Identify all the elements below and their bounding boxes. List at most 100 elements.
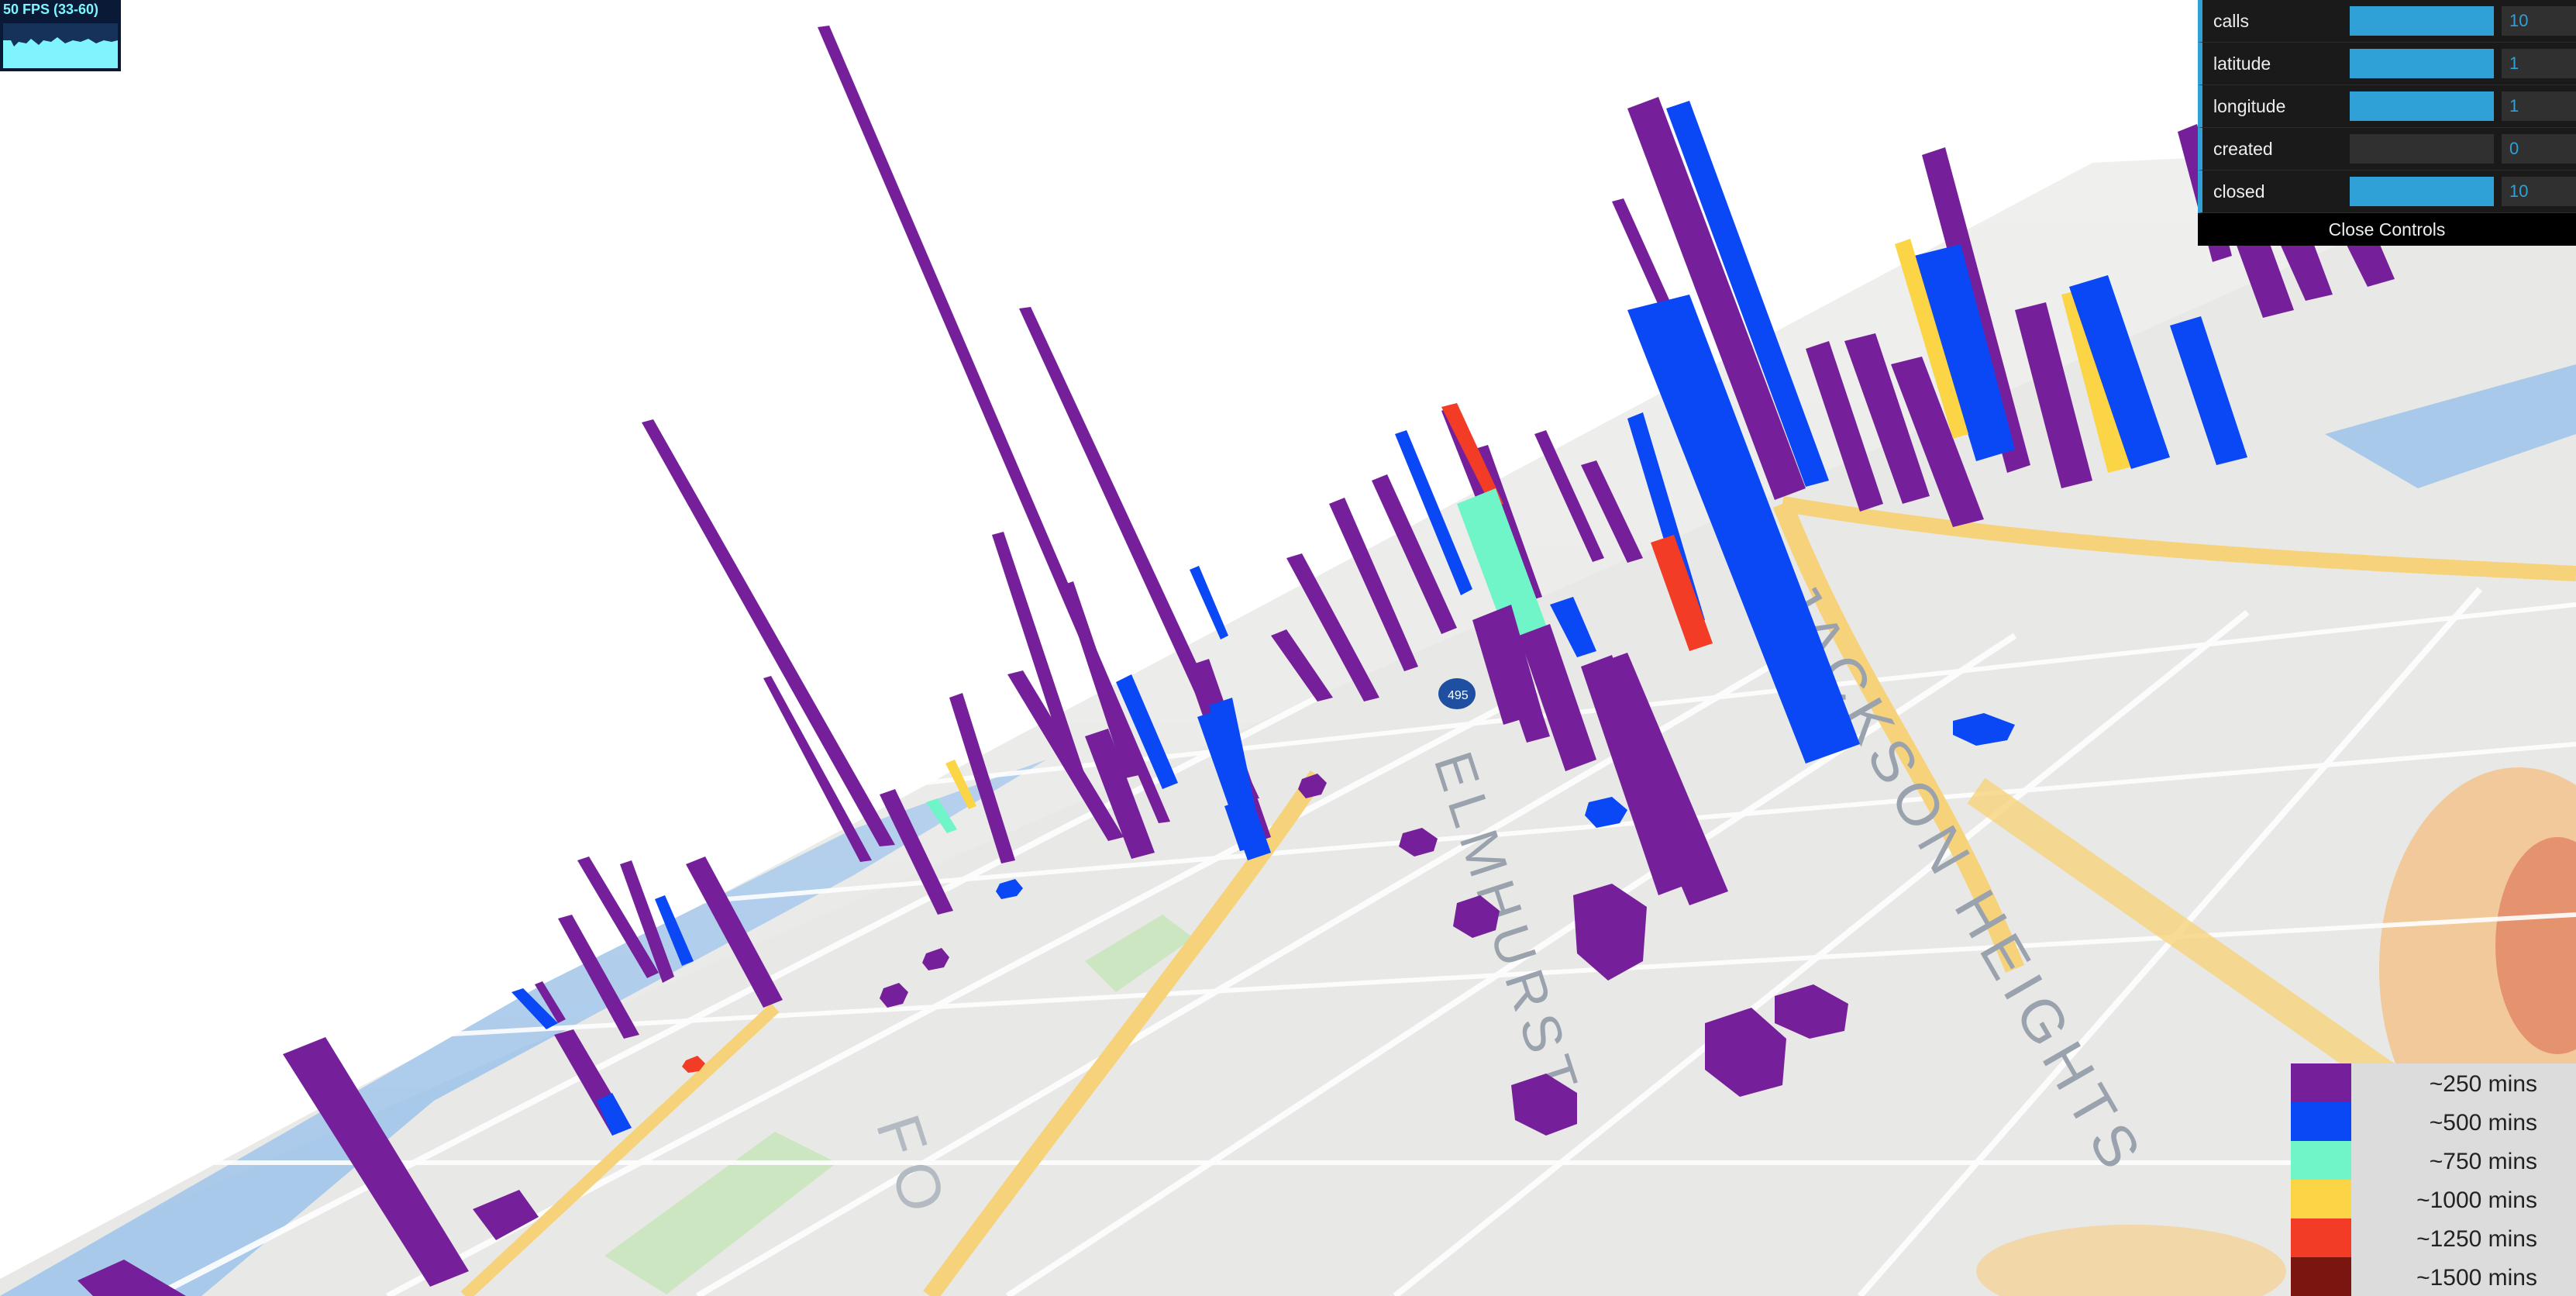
column-bar [1271,629,1333,701]
column-cap [1399,828,1438,857]
heat-zone-south [1976,1225,2286,1296]
column-cap [996,879,1023,899]
column-bar [1550,597,1596,657]
control-label: closed [2213,181,2265,202]
column-bar [2278,233,2333,301]
control-label: longitude [2213,96,2286,116]
control-row-created[interactable]: created 0 [2198,128,2576,171]
control-label: latitude [2213,53,2271,74]
legend-item: ~1500 mins [2291,1257,2576,1296]
longitude-slider[interactable] [2350,91,2494,121]
column-bar [945,760,976,809]
column-cap [922,948,949,970]
control-row-closed[interactable]: closed 10 [2198,171,2576,213]
column-bar [2232,225,2294,318]
heat-zone-core [2495,837,2576,1054]
column-bar [992,532,1085,778]
column-bar [949,693,1015,863]
column-bar [1534,430,1604,562]
column-bar [1581,460,1643,563]
column-cap [1705,1008,1786,1097]
column-cap [1585,797,1627,828]
column-bar [926,798,957,833]
column-bar [1589,653,1728,905]
column-bar [1457,488,1550,650]
created-slider[interactable] [2350,134,2494,164]
controls-panel[interactable]: calls 10 latitude 1 longitude 1 created … [2198,0,2576,246]
control-label: created [2213,139,2273,159]
column-bar [1329,498,1418,671]
column-bar [577,857,659,978]
column-bar [597,1093,632,1136]
legend-swatch [2291,1141,2351,1180]
latitude-value-input[interactable]: 1 [2502,49,2576,78]
column-bar [1895,239,1968,439]
column-cap [1298,774,1327,798]
calls-slider[interactable] [2350,6,2494,36]
fps-meter[interactable]: 50 FPS (33-60) [0,0,121,71]
column-bar [1651,535,1713,651]
column-bar [1085,729,1155,859]
control-row-latitude[interactable]: latitude 1 [2198,43,2576,85]
latitude-slider[interactable] [2350,49,2494,78]
created-value-input[interactable]: 0 [2502,134,2576,164]
column-bar [642,419,895,846]
column-bar [2170,316,2247,465]
columns [77,26,2395,1296]
column-cap [1511,1074,1577,1136]
column-bar [655,895,694,966]
control-row-calls[interactable]: calls 10 [2198,0,2576,43]
column-bar [1395,430,1472,595]
legend-swatch [2291,1063,2351,1102]
calls-value-input[interactable]: 10 [2502,6,2576,36]
column-bar [2069,275,2170,469]
legend-item: ~250 mins [2291,1063,2576,1102]
column-bar [620,860,674,983]
column-cap [1775,984,1848,1039]
fps-label: 50 FPS (33-60) [3,2,99,17]
slider-fill [2350,177,2494,206]
legend-label: ~500 mins [2429,1110,2537,1136]
control-row-longitude[interactable]: longitude 1 [2198,85,2576,128]
fps-graph [3,23,118,68]
closed-slider[interactable] [2350,177,2494,206]
park-area-2 [1085,915,1193,992]
legend-label: ~750 mins [2429,1149,2537,1174]
column-bar [1496,643,1550,743]
slider-fill [2350,6,2494,36]
column-bar [1224,798,1263,851]
longitude-value-input[interactable]: 1 [2502,91,2576,121]
column-bar [558,915,639,1039]
legend-label: ~1000 mins [2416,1187,2537,1213]
legend-item: ~500 mins [2291,1102,2576,1141]
legend-swatch [2291,1180,2351,1218]
highway-shield [1438,678,1476,709]
column-cap [682,1056,705,1073]
water-area-east [2325,364,2576,488]
legend-swatch [2291,1102,2351,1141]
slider-fill [2350,49,2494,78]
column-cap [880,983,908,1008]
column-bar [1891,357,1984,527]
column-bar [1372,474,1457,634]
column-bar [1914,244,2015,461]
legend-swatch [2291,1257,2351,1296]
column-bar [1627,97,1806,500]
column-cap [1453,895,1500,938]
column-bar [535,981,566,1023]
column-bar [473,1190,539,1240]
closed-value-input[interactable]: 10 [2502,177,2576,206]
legend-item: ~1250 mins [2291,1218,2576,1257]
close-controls-button[interactable]: Close Controls [2198,213,2576,246]
column-bar [1007,670,1124,841]
column-bar [1286,553,1379,701]
slider-fill [2350,91,2494,121]
legend-label: ~1250 mins [2416,1226,2537,1252]
column-bar [880,789,953,915]
legend-item: ~1000 mins [2291,1180,2576,1218]
column-bar [2015,302,2092,488]
column-bar [1806,341,1883,512]
column-caps [682,713,2015,1136]
legend-label: ~250 mins [2429,1071,2537,1097]
